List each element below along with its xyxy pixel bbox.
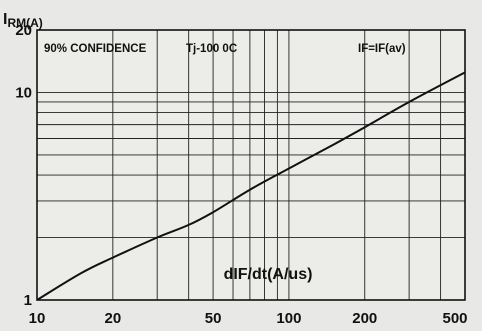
y-axis-label: IRM(A) <box>3 11 43 30</box>
plot-area <box>37 30 465 300</box>
x-tick-label: 500 <box>442 310 467 327</box>
x-tick-label: 50 <box>205 310 222 327</box>
y-tick-label: 1 <box>24 292 32 309</box>
x-tick-label: 20 <box>104 310 121 327</box>
x-tick-label: 10 <box>29 310 46 327</box>
x-tick-label: 100 <box>276 310 301 327</box>
y-tick-label: 20 <box>15 22 32 39</box>
annotation-confidence: 90% CONFIDENCE <box>44 43 147 55</box>
annotation-if: IF=IF(av) <box>358 43 406 55</box>
x-tick-labels: 10 20 50 100 200 500 <box>29 310 468 327</box>
series-line <box>36 71 466 301</box>
x-tick-label: 200 <box>352 310 377 327</box>
plot-border <box>36 29 466 301</box>
y-tick-label: 10 <box>15 84 32 101</box>
annotation-tj: Tj-100 0C <box>186 43 237 55</box>
grid <box>37 30 465 300</box>
x-axis-label: dIF/dt(A/us) <box>224 266 313 283</box>
y-tick-labels: 1 10 20 <box>15 22 32 309</box>
